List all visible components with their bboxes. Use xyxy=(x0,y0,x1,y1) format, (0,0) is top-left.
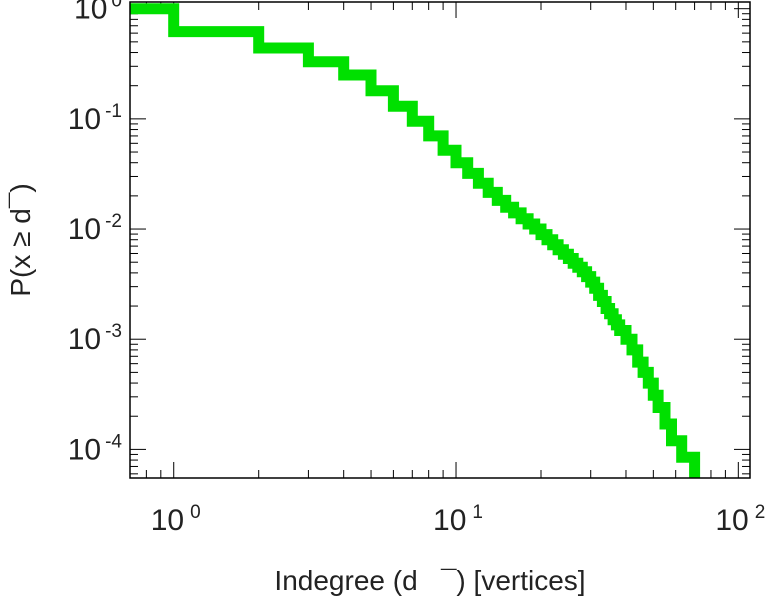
y-tick-label: 10 -4 xyxy=(68,431,123,466)
y-tick-label: 10 0 xyxy=(74,0,122,26)
y-axis-title: P(x ≥ d¯) xyxy=(5,183,36,296)
plot-frame xyxy=(129,1,751,479)
y-tick-label: 10 -2 xyxy=(68,211,122,246)
x-tick-labels: 10 0 10 1 10 2 xyxy=(151,502,766,537)
x-tick-label: 10 0 xyxy=(151,502,201,537)
x-axis-title: Indegree (d ¯) [vertices] xyxy=(274,565,585,596)
y-tick-label: 10 -1 xyxy=(68,101,122,136)
x-tick-label: 10 1 xyxy=(433,502,483,537)
series-line xyxy=(130,3,701,478)
minor-ticks xyxy=(129,2,750,478)
y-tick-label: 10 -3 xyxy=(68,321,122,356)
x-tick-label: 10 2 xyxy=(715,502,765,537)
